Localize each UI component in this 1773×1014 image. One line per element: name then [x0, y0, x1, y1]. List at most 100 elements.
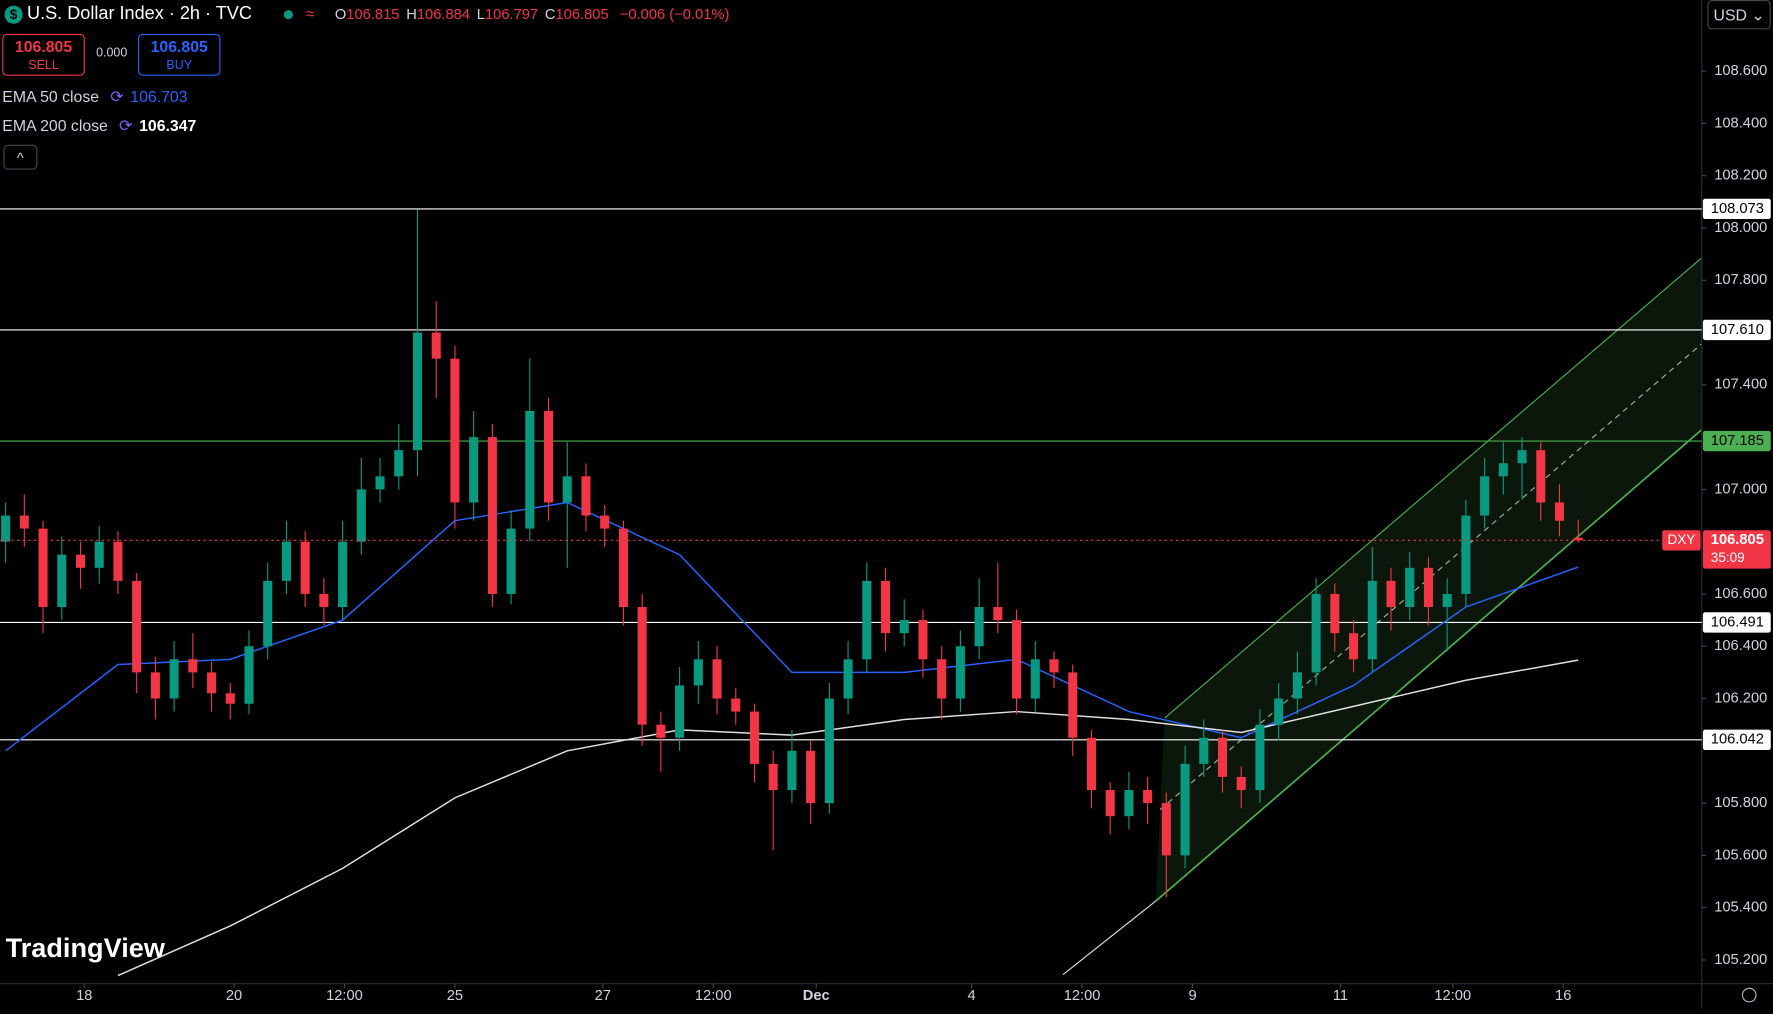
change: −0.006 (−0.01%) [619, 5, 730, 23]
candle-body [1274, 698, 1284, 725]
buy-button[interactable]: 106.805 BUY [137, 33, 221, 76]
ohlc: O106.815 H106.884 L106.797 C106.805 [335, 5, 616, 23]
candle-body [918, 620, 928, 660]
candle-body [1217, 737, 1228, 777]
candle-body [1049, 659, 1059, 673]
x-tick-label: 12:00 [695, 988, 732, 1004]
price-label: 106.805 [1711, 532, 1764, 548]
candle-body [974, 607, 984, 647]
candle-body [1292, 672, 1302, 699]
ohlc-label: H [406, 5, 417, 23]
x-tick-label: 12:00 [326, 988, 363, 1004]
candle-body [824, 698, 834, 804]
settings-icon[interactable] [1741, 987, 1757, 1003]
candle-body [581, 476, 591, 516]
candle-body [1330, 593, 1340, 634]
ohlc-label: L [476, 5, 485, 23]
symbol-title: U.S. Dollar Index · 2h · TVC [27, 4, 252, 24]
candle-body [188, 659, 198, 673]
sell-button[interactable]: 106.805 SELL [2, 33, 85, 76]
candle-body [1143, 790, 1153, 804]
x-tick-label: Dec [803, 988, 830, 1004]
candle-body [712, 659, 722, 699]
candle-body [1498, 463, 1508, 477]
candle-body [656, 724, 666, 738]
y-tick-label: 105.800 [1714, 795, 1767, 811]
currency-button[interactable]: USD ⌄ [1707, 0, 1771, 30]
level-label-box [1702, 729, 1771, 751]
level-label-box [1702, 198, 1771, 220]
x-tick-label: 11 [1333, 988, 1348, 1004]
candle-body [1105, 790, 1115, 817]
candle-body [1423, 567, 1433, 608]
candle-body [487, 437, 497, 594]
candle-body [1554, 502, 1565, 521]
candle-body [150, 672, 160, 699]
candle-body [1012, 620, 1022, 699]
candle-body [618, 528, 628, 608]
candle-body [1517, 450, 1527, 464]
x-tick-label: 12:00 [1064, 988, 1101, 1004]
candle-body [319, 593, 329, 608]
candle-body [731, 698, 741, 712]
ohlc-value: 106.805 [555, 5, 609, 23]
indicator-value: 106.703 [130, 87, 188, 106]
candle-body [263, 580, 273, 647]
candle-body [1161, 803, 1171, 856]
candle-body [75, 554, 86, 568]
candle-body [169, 659, 179, 699]
candle-body [693, 659, 703, 686]
candle-body [1386, 580, 1396, 608]
candle-body [57, 554, 67, 608]
collapse-button[interactable]: ^ [3, 144, 38, 170]
x-tick-label: 16 [1555, 988, 1571, 1004]
x-tick-label: 20 [226, 988, 242, 1004]
candle-body [862, 580, 872, 660]
y-tick-label: 107.000 [1714, 481, 1767, 497]
y-tick-label: 106.600 [1714, 586, 1767, 602]
y-tick-label: 106.200 [1714, 690, 1767, 706]
candle-body [880, 580, 891, 634]
candle-body [1536, 450, 1546, 503]
level-label: 108.073 [1711, 201, 1764, 217]
channel-upper [1164, 257, 1703, 719]
y-tick-label: 108.200 [1714, 168, 1767, 184]
trend-line [1062, 900, 1156, 976]
candle-body [1349, 633, 1359, 660]
candle-body [1236, 776, 1246, 791]
indicator-name: EMA 200 close [2, 116, 108, 135]
candle-body [806, 750, 816, 804]
candle-body [675, 685, 685, 738]
candle-body [600, 515, 610, 529]
x-tick-label: 27 [595, 988, 611, 1004]
candle-body [749, 711, 759, 764]
candle-body [225, 693, 235, 704]
currency: USD [1713, 5, 1747, 24]
level-label: 106.491 [1711, 614, 1764, 630]
level-label-box [1702, 612, 1771, 633]
candle-body [1086, 737, 1096, 791]
candle-body [338, 541, 348, 608]
symbol-label-box [1662, 530, 1701, 551]
y-tick-label: 107.800 [1714, 272, 1767, 288]
level-label-box [1702, 319, 1771, 341]
sell-price: 106.805 [14, 37, 73, 56]
indicator-ema200: EMA 200 close ⟳ 106.347 [2, 116, 197, 135]
y-tick-label: 106.400 [1714, 638, 1767, 654]
spread: 0.000 [96, 46, 128, 60]
ohlc-value: 106.884 [416, 5, 470, 23]
symbol-label: DXY [1667, 532, 1695, 547]
candle-body [1255, 724, 1265, 791]
level-label: 106.042 [1711, 732, 1764, 748]
candle-body [412, 332, 423, 451]
candle-body [244, 646, 254, 704]
candle-body [1405, 567, 1415, 608]
candle-body [1442, 593, 1452, 608]
candle-body [1030, 659, 1040, 699]
ohlc-label: O [334, 5, 347, 23]
candle-body [431, 332, 441, 359]
candle-body [94, 541, 104, 568]
level-label: 107.610 [1711, 322, 1764, 338]
